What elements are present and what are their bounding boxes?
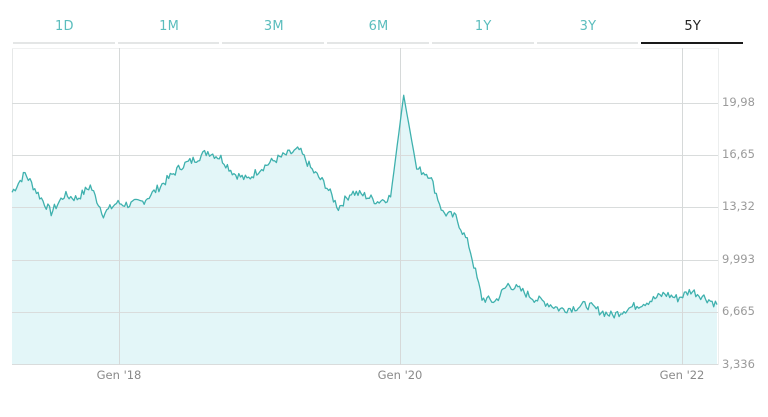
tab-label: 1Y [474, 19, 492, 34]
price-line [11, 94, 718, 319]
tab-underline [327, 42, 429, 44]
y-tick-label: 16,65 [722, 147, 755, 161]
y-tick-label: 19,98 [722, 95, 755, 109]
tab-underline-active [641, 42, 744, 44]
y-tick-label: 6,665 [722, 304, 755, 318]
y-tick-label: 9,993 [722, 252, 755, 266]
tab-underline [117, 42, 220, 44]
tab-3m[interactable]: 3M [221, 0, 326, 46]
tab-underline [13, 42, 115, 44]
tab-underline [431, 42, 534, 44]
x-tick-label: Gen '20 [377, 368, 423, 382]
tab-6m[interactable]: 6M [326, 0, 431, 46]
tab-label: 5Y [684, 19, 701, 34]
x-tick-label: Gen '22 [659, 368, 705, 382]
tab-label: 6M [368, 19, 389, 34]
tab-label: 1M [159, 19, 180, 34]
tab-1y[interactable]: 1Y [431, 0, 536, 46]
tab-1m[interactable]: 1M [117, 0, 222, 46]
tab-label: 3M [263, 19, 284, 34]
tab-3y[interactable]: 3Y [536, 0, 641, 46]
price-area-fill [12, 95, 717, 366]
y-tick-label: 13,32 [722, 199, 755, 213]
tab-label: 3Y [579, 19, 597, 34]
tab-1d[interactable]: 1D [12, 0, 117, 46]
tab-underline [222, 42, 325, 44]
tab-label: 1D [55, 19, 74, 34]
x-gridlines [119, 48, 683, 365]
tab-underline [536, 42, 639, 44]
x-tick-label: Gen '18 [96, 368, 142, 382]
range-tabs: 1D 1M 3M 6M 1Y 3Y 5Y [12, 0, 745, 46]
y-gridlines [12, 103, 718, 365]
y-tick-label: 3,336 [722, 357, 755, 371]
tab-5y[interactable]: 5Y [640, 0, 745, 46]
